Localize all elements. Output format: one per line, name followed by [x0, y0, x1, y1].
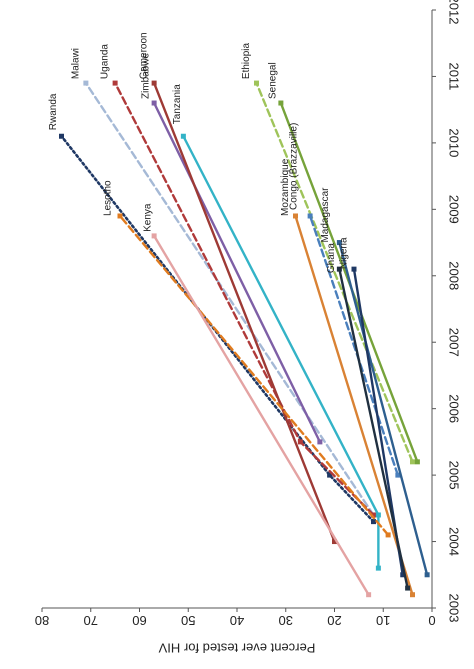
series-line [113, 81, 375, 517]
year-tick-label: 2012 [447, 0, 462, 24]
year-tick-label: 2007 [447, 328, 462, 357]
series-point [254, 80, 259, 86]
year-tick-label: 2010 [447, 128, 462, 157]
series-label: Malawi [70, 48, 81, 79]
series-point [375, 512, 381, 518]
series-point [405, 585, 411, 591]
series-point [117, 213, 123, 219]
series-label: Zimbabwe [141, 52, 152, 99]
year-tick-label: 2008 [447, 261, 462, 290]
series-line [255, 81, 414, 464]
series-point [351, 266, 357, 272]
series-line [338, 267, 409, 590]
year-tick-label: 2005 [447, 461, 462, 490]
series-point [395, 472, 401, 478]
series-label: Rwanda [48, 93, 59, 130]
series-label: Mozambique [280, 158, 291, 216]
series-point [297, 439, 303, 445]
value-tick-label: 10 [376, 613, 390, 628]
series-label: Uganda [100, 44, 111, 79]
series-point [410, 592, 415, 598]
series-point [327, 472, 333, 478]
axes: 0 10 20 30 40 50 60 70 80 2003 2004 2005 2006 2007 200… [35, 0, 462, 656]
series-point [83, 80, 89, 86]
series-label: Congo (Brazzaville) [289, 123, 300, 210]
value-tick-label: 70 [84, 613, 98, 628]
series-label: Madagascar [320, 187, 331, 243]
series-lines [59, 80, 430, 598]
series-point [371, 519, 376, 525]
series-label: Nigeria [339, 237, 350, 269]
series-point [59, 133, 64, 139]
series-point [385, 532, 391, 538]
value-tick-label: 0 [428, 613, 435, 628]
series-point [151, 100, 157, 106]
series-point [424, 572, 430, 578]
series-point [371, 512, 376, 518]
series-label: Senegal [267, 62, 278, 99]
series-point [151, 233, 157, 239]
series-line [152, 101, 322, 444]
series-line [84, 81, 375, 517]
value-tick-label: 20 [327, 613, 341, 628]
series-point [410, 459, 415, 465]
value-tick-label: 60 [132, 613, 146, 628]
year-tick-label: 2009 [447, 195, 462, 224]
series-point [307, 213, 313, 219]
year-tick-label: 2006 [447, 394, 462, 423]
series-label: Tanzania [172, 84, 183, 124]
series-line [294, 214, 414, 596]
series-point [400, 572, 406, 578]
series-point [336, 266, 342, 272]
series-label: Ethiopia [241, 43, 252, 80]
series-line [118, 214, 390, 537]
year-tick-label: 2011 [447, 62, 462, 90]
series-point [180, 133, 186, 139]
series-line [308, 214, 400, 477]
series-line [152, 234, 370, 596]
year-tick-label: 2004 [447, 527, 462, 556]
series-point [375, 565, 381, 571]
series-point [414, 459, 420, 465]
series-point [336, 240, 342, 246]
series-label: Cameroon [139, 32, 150, 79]
value-tick-label: 40 [230, 613, 244, 628]
y-axis-title: Percent ever tested for HIV [158, 641, 315, 656]
series-point [112, 80, 118, 86]
series-label: Kenya [143, 203, 154, 232]
value-tick-label: 30 [279, 613, 293, 628]
series-point [317, 439, 323, 445]
value-tick-label: 50 [181, 613, 195, 628]
series-line [152, 81, 336, 543]
series-point [366, 592, 372, 598]
series-point [278, 100, 284, 106]
series-line [338, 241, 429, 576]
series-label: Ghana [326, 243, 337, 273]
value-tick-label: 80 [35, 613, 49, 628]
series-point [332, 539, 337, 545]
series-point [293, 213, 298, 219]
series-label: Lesotho [103, 180, 114, 216]
year-tick-label: 2003 [447, 594, 462, 623]
series-point [151, 80, 157, 86]
